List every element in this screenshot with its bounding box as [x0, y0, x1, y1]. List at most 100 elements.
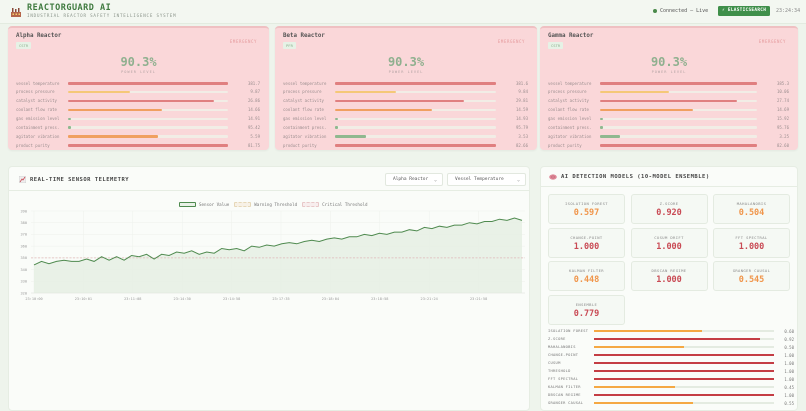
metric-row: process pressure 10.06 — [548, 88, 790, 97]
legend-sensor-label[interactable]: Sensor Value — [199, 202, 230, 207]
model-score-row: THRESHOLD 1.00 — [548, 367, 794, 375]
model-name: Z-SCORE — [659, 201, 679, 206]
model-name: ISOLATION FOREST — [565, 201, 608, 206]
telemetry-chart[interactable]: 390 380 370 360 350 340 330 320 23:10:00 23:10:01… — [9, 207, 531, 307]
model-bar — [594, 378, 774, 380]
metric-bar-fill — [335, 135, 366, 138]
app-title: REACTORGUARD AI — [27, 3, 112, 13]
metric-label: containment press. — [283, 124, 327, 130]
metric-row: catalyst activity 27.74 — [548, 97, 790, 106]
ai-model-card[interactable]: Z-SCORE 0.920 — [630, 194, 708, 224]
chart-icon — [19, 176, 26, 183]
reactor-select[interactable]: Alpha Reactor ⌄ — [385, 173, 443, 186]
model-bar — [594, 386, 774, 388]
metric-bar — [600, 135, 757, 138]
ai-model-card[interactable]: CUSUM DRIFT 1.000 — [630, 227, 708, 258]
metric-value: 82.60 — [776, 142, 789, 148]
ai-model-card[interactable]: MAHALANOBIS 0.504 — [713, 194, 790, 224]
model-bar — [594, 338, 774, 340]
ai-title-text: AI DETECTION MODELS (10-MODEL ENSEMBLE) — [561, 174, 710, 180]
svg-text:390: 390 — [21, 209, 28, 213]
metric-bar — [335, 135, 496, 138]
model-score: 0.597 — [573, 208, 600, 218]
metric-label: vessel temperature — [283, 80, 327, 86]
metric-label: agitator vibration — [16, 133, 60, 139]
model-bar-fill — [594, 402, 693, 404]
metric-label: product purity — [283, 142, 317, 148]
ai-score-bars: ISOLATION FOREST 0.60 Z-SCORE 0.92 MAHALAN… — [548, 327, 794, 407]
metric-label: product purity — [548, 142, 582, 148]
metric-row: product purity 82.60 — [548, 141, 790, 150]
ai-model-card[interactable]: ENSEMBLE 0.779 — [548, 294, 625, 325]
model-bar — [594, 354, 774, 356]
metric-bar — [335, 144, 496, 147]
metric-bar-fill — [335, 82, 496, 85]
metric-bar-fill — [68, 135, 158, 138]
metric-bar-fill — [68, 108, 163, 112]
ai-model-card[interactable]: ISOLATION FOREST 0.597 — [548, 194, 625, 224]
svg-text:23:11:08: 23:11:08 — [124, 297, 141, 301]
ai-model-card[interactable]: KALMAN FILTER 0.448 — [548, 261, 625, 291]
reactor-select-value: Alpha Reactor — [393, 177, 429, 182]
model-bar-value: 1.00 — [784, 368, 794, 374]
power-level-label: POWER LEVEL — [651, 70, 687, 74]
metric-value: 385.3 — [776, 80, 789, 86]
model-bar-value: 0.60 — [784, 328, 794, 334]
model-bar-fill — [594, 338, 760, 340]
metric-value: 14.93 — [515, 116, 528, 122]
model-bar — [594, 346, 774, 348]
metric-bar-fill — [600, 135, 621, 138]
app-subtitle: INDUSTRIAL REACTOR SAFETY INTELLIGENCE S… — [27, 13, 177, 18]
model-bar-fill — [594, 346, 684, 348]
ai-title: AI DETECTION MODELS (10-MODEL ENSEMBLE) — [549, 174, 710, 180]
legend-warning-swatch[interactable] — [234, 202, 252, 207]
model-bar — [594, 370, 774, 372]
svg-text:350: 350 — [21, 256, 28, 260]
metric-row: agitator vibration 3.53 — [283, 132, 529, 141]
power-level-label: POWER LEVEL — [388, 70, 424, 74]
metric-bar — [335, 82, 496, 85]
metric-bar-fill — [335, 108, 432, 112]
model-score: 0.920 — [656, 208, 682, 218]
metric-list: vessel temperature 381.7 process pressur… — [16, 79, 261, 150]
ai-model-card[interactable]: DBSCAN REGIME 1.000 — [630, 261, 708, 291]
metric-row: product purity 82.66 — [283, 141, 529, 150]
reactor-card-gamma[interactable]: Gamma Reactor CSTR EMERGENCY 90.3% POWER… — [540, 26, 798, 150]
svg-text:23:18:58: 23:18:58 — [371, 297, 388, 301]
status-badge: EMERGENCY — [758, 39, 786, 44]
metric-value: 29.81 — [515, 98, 528, 104]
model-bar — [594, 330, 774, 332]
chevron-down-icon: ⌄ — [433, 177, 437, 183]
metric-label: containment press. — [548, 124, 592, 130]
metric-bar — [335, 126, 496, 129]
ai-model-card[interactable]: GRANGER CAUSAL 0.545 — [713, 261, 790, 291]
ai-model-card[interactable]: CHANGE-POINT 1.000 — [548, 227, 625, 258]
legend-sensor-swatch[interactable] — [179, 202, 196, 207]
metric-row: vessel temperature 381.7 — [16, 79, 261, 88]
metric-list: vessel temperature 385.3 process pressur… — [548, 79, 790, 150]
legend-warning-label[interactable]: Warning Threshold — [254, 202, 298, 207]
model-bar-value: 0.45 — [784, 384, 794, 390]
svg-text:23:21:24: 23:21:24 — [421, 297, 438, 301]
brain-icon — [549, 174, 557, 180]
model-score-row: CHANGE-POINT 1.00 — [548, 351, 794, 359]
metric-value: 381.7 — [247, 80, 260, 86]
metric-row: catalyst activity 29.81 — [283, 97, 529, 106]
app-header: REACTORGUARD AI INDUSTRIAL REACTOR SAFET… — [0, 0, 806, 24]
legend-critical-label[interactable]: Critical Threshold — [322, 202, 368, 207]
metric-label: agitator vibration — [283, 133, 327, 139]
metric-bar — [600, 144, 757, 147]
metric-bar — [68, 108, 228, 112]
model-bar — [594, 394, 774, 396]
metric-row: gas emission level 15.92 — [548, 115, 790, 124]
svg-text:320: 320 — [21, 291, 28, 295]
elasticsearch-badge[interactable]: ⚡ ELASTICSEARCH — [718, 6, 771, 16]
reactor-card-beta[interactable]: Beta Reactor PFR EMERGENCY 90.3% POWER L… — [275, 26, 537, 150]
ai-model-card[interactable]: FFT SPECTRAL 1.000 — [713, 227, 790, 258]
metric-bar — [600, 90, 757, 94]
sensor-select[interactable]: Vessel Temperature ⌄ — [447, 173, 526, 186]
legend-critical-swatch[interactable] — [302, 202, 320, 207]
metric-bar — [335, 99, 496, 103]
reactor-card-alpha[interactable]: Alpha Reactor CSTR EMERGENCY 90.3% POWER… — [8, 26, 269, 150]
model-bar-label: GRANGER CAUSAL — [548, 400, 584, 405]
